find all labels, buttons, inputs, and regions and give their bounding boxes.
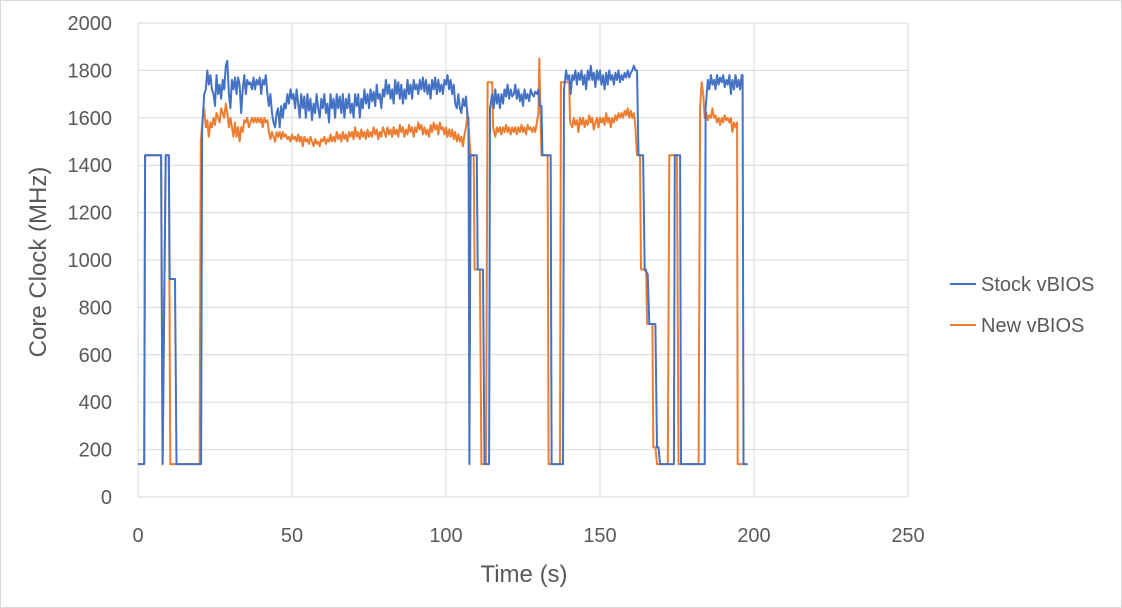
y-tick-label: 200 — [79, 440, 112, 462]
y-tick-label: 1400 — [68, 155, 113, 177]
x-tick-label: 250 — [891, 525, 924, 547]
y-tick-label: 0 — [101, 487, 112, 509]
plot-series — [138, 57, 748, 466]
x-axis-tick-labels: 0 50 100 150 200 250 — [132, 525, 924, 547]
series-line-new-vbios — [138, 57, 745, 466]
y-tick-label: 1000 — [68, 250, 113, 272]
y-tick-label: 600 — [79, 345, 112, 367]
x-axis-title: Time (s) — [480, 561, 567, 588]
y-tick-label: 1600 — [68, 108, 113, 130]
x-tick-label: 200 — [737, 525, 770, 547]
legend: Stock vBIOS New vBIOS — [950, 274, 1094, 337]
legend-label-stock-vbios: Stock vBIOS — [981, 274, 1094, 296]
legend-label-new-vbios: New vBIOS — [981, 315, 1084, 337]
y-tick-label: 1800 — [68, 60, 113, 82]
y-axis-tick-labels: 0 200 400 600 800 1000 1200 1400 1600 1800 2000 — [68, 13, 113, 509]
y-tick-label: 800 — [79, 297, 112, 319]
y-tick-label: 2000 — [68, 13, 113, 35]
gridlines — [137, 22, 909, 498]
x-tick-label: 50 — [281, 525, 303, 547]
x-tick-label: 0 — [132, 525, 143, 547]
y-axis-title: Core Clock (MHz) — [25, 167, 52, 358]
y-tick-label: 400 — [79, 392, 112, 414]
y-tick-label: 1200 — [68, 203, 113, 225]
x-tick-label: 150 — [583, 525, 616, 547]
series-line-stock-vbios — [138, 59, 748, 466]
x-tick-label: 100 — [429, 525, 462, 547]
